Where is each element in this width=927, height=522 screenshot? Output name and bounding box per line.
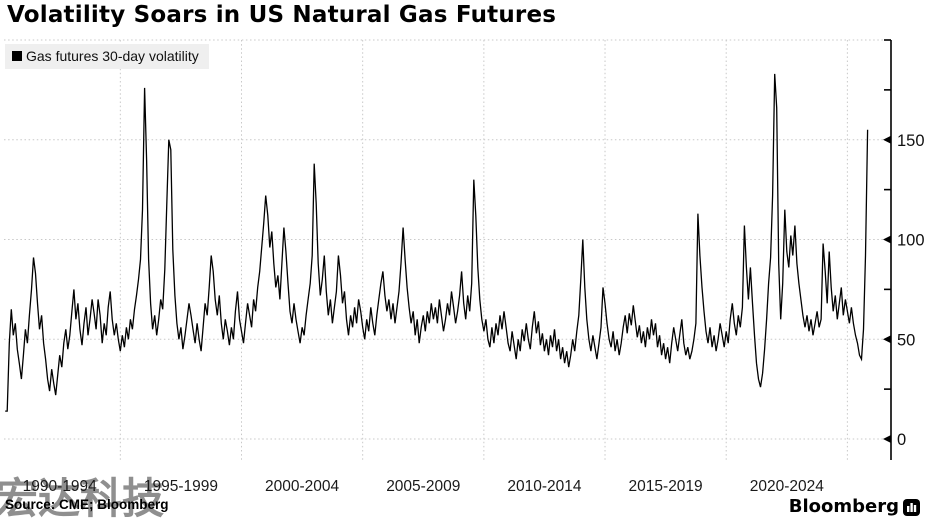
y-axis-major-tick <box>883 435 891 443</box>
volatility-line-chart: 0 50 100 150 <box>4 39 925 460</box>
x-axis-label: 2010-2014 <box>507 478 582 495</box>
y-axis-major-tick <box>883 135 891 144</box>
y-axis-tick-label: 100 <box>897 232 925 250</box>
bloomberg-wordmark: Bloomberg <box>788 496 899 517</box>
volatility-series-line <box>5 73 869 412</box>
bloomberg-chart-icon <box>903 499 920 516</box>
x-axis-label: 2005-2009 <box>386 478 461 495</box>
x-axis-label: 2020-2024 <box>749 478 824 495</box>
y-axis-tick-label: 50 <box>897 331 915 349</box>
legend-swatch-icon <box>12 51 22 61</box>
chart-title: Volatility Soars in US Natural Gas Futur… <box>7 2 557 28</box>
x-axis-label: 1990-1994 <box>22 478 97 495</box>
x-axis-label: 2000-2004 <box>265 478 340 495</box>
bloomberg-logo: Bloomberg <box>789 496 920 517</box>
y-axis-tick-label: 0 <box>897 431 906 449</box>
legend: Gas futures 30-day volatility <box>5 44 209 69</box>
y-axis-tick-label: 150 <box>897 132 925 150</box>
plot-area: 0 50 100 150 <box>4 39 925 460</box>
source-note: Source: CME; Bloomberg <box>5 497 169 512</box>
x-axis-label: 2015-2019 <box>628 478 703 495</box>
legend-label: Gas futures 30-day volatility <box>26 48 199 64</box>
watermark: 宏达科技 <box>0 475 165 522</box>
x-axis-label: 1995-1999 <box>143 478 218 495</box>
y-axis-major-tick <box>883 335 891 344</box>
y-axis-major-tick <box>883 235 891 244</box>
